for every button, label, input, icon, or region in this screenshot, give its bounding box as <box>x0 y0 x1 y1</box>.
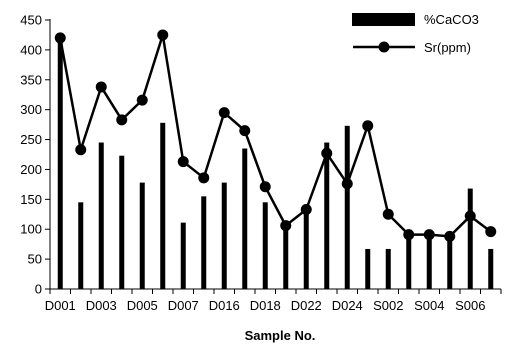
bar <box>365 248 371 289</box>
bar <box>242 148 248 289</box>
bar <box>344 125 350 289</box>
bar <box>385 248 391 289</box>
sr-point <box>485 226 497 238</box>
sr-point <box>280 220 292 232</box>
bar <box>201 196 207 289</box>
bar <box>139 182 145 289</box>
bar <box>180 222 186 289</box>
axes <box>49 19 501 290</box>
y-axis-ticks: 0 50 100 150 200 250 300 350 400 450 <box>20 13 50 297</box>
bar <box>262 202 268 289</box>
y-tick-label: 250 <box>20 132 42 147</box>
bar <box>447 236 453 289</box>
bar <box>221 182 227 289</box>
bar <box>406 235 412 289</box>
sr-point <box>136 94 148 106</box>
sr-point <box>321 147 333 159</box>
x-tick-label: D001 <box>45 298 76 313</box>
sr-point <box>423 229 435 241</box>
sr-point <box>177 156 189 168</box>
bar <box>78 202 84 289</box>
legend-bar-swatch <box>352 13 415 26</box>
bar <box>303 209 309 289</box>
sr-point <box>444 230 456 242</box>
bar <box>467 188 473 289</box>
line-series <box>54 29 497 242</box>
y-tick-label: 100 <box>20 222 42 237</box>
y-tick-label: 400 <box>20 42 42 57</box>
x-axis-ticks: D001 D003 D005 D007 D016 D018 D022 D024 S002 S004… <box>45 289 502 313</box>
x-tick-label: D016 <box>209 298 240 313</box>
x-tick-label: D005 <box>127 298 158 313</box>
x-axis-title: Sample No. <box>245 328 316 343</box>
legend-marker <box>378 41 390 53</box>
sr-point <box>382 208 394 220</box>
bar <box>98 142 104 289</box>
sr-point <box>157 29 169 41</box>
sr-point <box>362 120 374 132</box>
y-tick-label: 200 <box>20 162 42 177</box>
bar <box>488 248 494 289</box>
sr-point <box>198 172 210 184</box>
sr-point <box>54 32 66 44</box>
sr-point <box>218 107 230 119</box>
bar <box>160 122 166 289</box>
bar <box>426 235 432 289</box>
x-tick-label: S002 <box>373 298 403 313</box>
sr-point <box>341 178 353 190</box>
sr-point <box>300 203 312 215</box>
legend-label-sr: Sr(ppm) <box>424 40 471 55</box>
sr-point <box>95 81 107 93</box>
bar-series <box>57 37 494 289</box>
sr-point <box>259 181 271 193</box>
sr-point <box>116 114 128 126</box>
x-tick-label: D007 <box>168 298 199 313</box>
x-tick-label: D024 <box>332 298 363 313</box>
x-tick-label: D022 <box>291 298 322 313</box>
bar <box>324 142 330 289</box>
legend-label-caco3: %CaCO3 <box>424 12 479 27</box>
y-tick-label: 0 <box>35 282 42 297</box>
sr-point <box>464 210 476 222</box>
bar <box>283 222 289 289</box>
legend: %CaCO3 Sr(ppm) <box>352 12 479 55</box>
x-tick-label: S004 <box>414 298 444 313</box>
sr-line <box>59 33 492 238</box>
x-tick-label: D018 <box>250 298 281 313</box>
y-tick-label: 50 <box>28 252 42 267</box>
bar <box>119 155 125 289</box>
y-tick-label: 450 <box>20 13 42 28</box>
sr-point <box>403 229 415 241</box>
x-tick-label: S006 <box>455 298 485 313</box>
y-tick-label: 350 <box>20 72 42 87</box>
x-tick-label: D003 <box>86 298 117 313</box>
sr-point <box>239 125 251 137</box>
sr-point <box>75 144 87 156</box>
y-tick-label: 150 <box>20 192 42 207</box>
y-tick-label: 300 <box>20 102 42 117</box>
bar <box>57 37 63 289</box>
